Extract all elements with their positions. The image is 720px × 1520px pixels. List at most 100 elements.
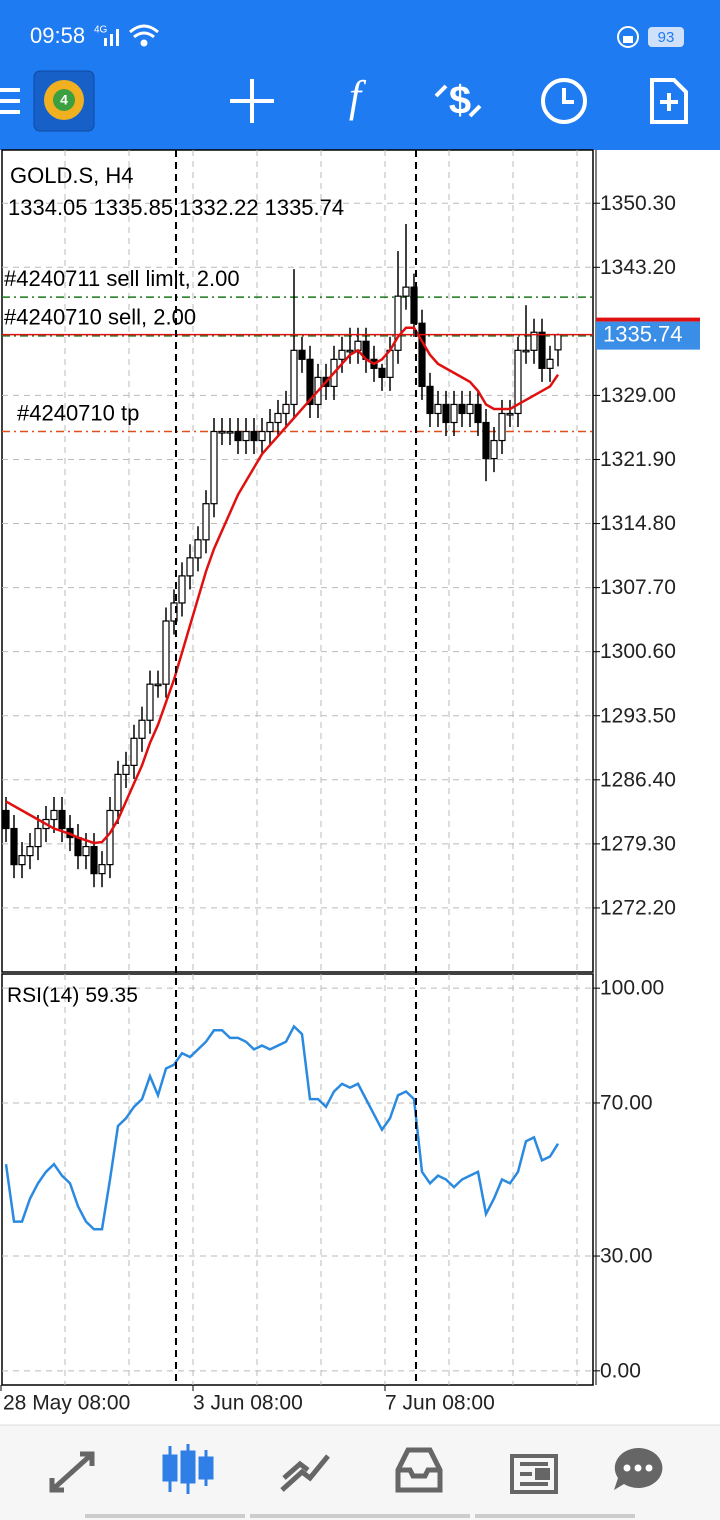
wifi-icon [129, 24, 159, 47]
price-tag [596, 321, 700, 350]
quotes-tab[interactable] [49, 1451, 95, 1493]
rsi-line [4, 1024, 560, 1231]
y-tick-label: 1286.40 [600, 768, 676, 791]
candle-body [82, 845, 90, 857]
rsi-tick-label: 70.00 [600, 1092, 653, 1115]
x-tick-label: 28 May 08:00 [3, 1392, 130, 1415]
trade-tab[interactable] [280, 1454, 330, 1492]
low-value: 1332.22 [179, 195, 259, 220]
candle-body [458, 403, 466, 415]
rsi-readout: RSI(14) 59.35 [7, 984, 138, 1007]
candle-body [210, 430, 218, 505]
candle-body [554, 334, 562, 351]
candle-body [442, 403, 450, 424]
candle-body [146, 683, 154, 721]
candle-body [26, 845, 34, 857]
candle-body [58, 809, 66, 830]
candle-body [498, 412, 506, 442]
candle-body [546, 358, 554, 369]
svg-text:$: $ [449, 79, 471, 123]
candle-body [426, 385, 434, 415]
candle-body [522, 349, 530, 353]
y-tick-label: 1300.60 [600, 640, 676, 663]
order-label: #4240710 tp [17, 400, 139, 425]
candle-body [218, 430, 226, 434]
candle-body [538, 331, 546, 369]
rsi-name: RSI(14) [7, 984, 79, 1007]
x-tick-label: 7 Jun 08:00 [385, 1392, 495, 1415]
candle-body [98, 864, 106, 875]
svg-text:4: 4 [60, 92, 68, 108]
rsi-tick-label: 0.00 [600, 1359, 641, 1382]
battery-level: 93 [658, 29, 675, 46]
candle-body [290, 349, 298, 406]
clock: 09:58 [30, 23, 85, 48]
rsi-panel [1, 973, 594, 1386]
x-tick-label: 3 Jun 08:00 [193, 1392, 303, 1415]
signal-icon [104, 29, 119, 46]
candle-body [258, 430, 266, 442]
candle-body [106, 809, 114, 866]
candle-body [514, 349, 522, 415]
y-tick-label: 1329.00 [600, 384, 676, 407]
price-tag-label: 1335.74 [603, 321, 683, 346]
y-tick-label: 1350.30 [600, 192, 676, 215]
candle-body [34, 827, 42, 848]
y-tick-label: 1279.30 [600, 832, 676, 855]
close-value: 1335.74 [265, 195, 345, 220]
candle-body [410, 286, 418, 324]
candle-body [266, 421, 274, 433]
price-panel [1, 149, 594, 973]
candle-body [474, 403, 482, 424]
order-label: #4240711 sell limit, 2.00 [4, 266, 240, 291]
candle-body [2, 809, 10, 830]
candle-body [138, 719, 146, 739]
candle-body [298, 349, 306, 360]
history-tab[interactable] [395, 1447, 443, 1493]
new-order-button[interactable] [650, 78, 688, 124]
network-type: 4G [94, 25, 108, 36]
trade-button[interactable]: $ [434, 79, 482, 123]
candle-body [162, 620, 170, 685]
app-logo[interactable]: 4 [33, 70, 95, 132]
scroll-hint [250, 1514, 470, 1518]
candle-body [154, 683, 162, 687]
ohlc-readout: 1334.05 1335.85 1332.22 1335.74 [8, 195, 344, 220]
candle-body [114, 773, 122, 812]
candle-body [482, 421, 490, 460]
y-tick-label: 1307.70 [600, 576, 676, 599]
candle-body [450, 403, 458, 424]
candle-body [234, 430, 242, 442]
candle-body [466, 403, 474, 415]
candle-body [530, 331, 538, 351]
candle-body [274, 412, 282, 424]
y-tick-label: 1272.20 [600, 896, 676, 919]
menu-button[interactable] [0, 88, 20, 114]
y-tick-label: 1321.90 [600, 448, 676, 471]
chart-tab[interactable] [162, 1444, 214, 1494]
candle-body [338, 349, 346, 360]
candle-body [394, 295, 402, 351]
candle-body [202, 503, 210, 541]
candle-body [242, 430, 250, 442]
candle-body [418, 322, 426, 388]
candle-body [186, 557, 194, 577]
y-tick-label: 1293.50 [600, 704, 676, 727]
crosshair-button[interactable] [230, 79, 274, 123]
news-tab[interactable] [510, 1454, 558, 1494]
y-tick-label: 1314.80 [600, 512, 676, 535]
bottom-nav [0, 1425, 720, 1520]
ask-marker [596, 317, 700, 322]
candle-body [122, 764, 130, 775]
period-button[interactable] [541, 78, 587, 124]
candle-body [130, 737, 138, 766]
lock-icon [617, 26, 639, 48]
chat-tab[interactable] [614, 1447, 663, 1490]
rsi-tick-label: 30.00 [600, 1245, 653, 1268]
candle-body [250, 430, 258, 442]
candle-body [378, 367, 386, 378]
open-value: 1334.05 [8, 195, 88, 220]
candle-body [74, 836, 82, 857]
